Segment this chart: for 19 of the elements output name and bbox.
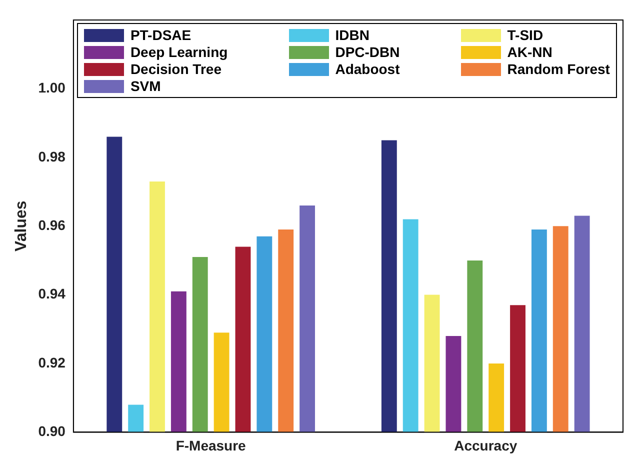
legend-label: Deep Learning	[130, 44, 228, 60]
y-tick-label: 0.94	[38, 286, 66, 302]
y-axis-title: Values	[13, 200, 30, 252]
legend-label: AK-NN	[507, 44, 552, 60]
y-tick-label: 0.96	[38, 216, 66, 233]
x-tick-label: Accuracy	[454, 437, 518, 454]
x-tick-label: F-Measure	[176, 437, 246, 454]
legend-label: Random Forest	[507, 61, 610, 77]
legend-label: DPC-DBN	[335, 44, 400, 60]
legend-label: PT-DSAE	[130, 27, 192, 43]
legend-label: Adaboost	[335, 61, 400, 77]
legend-label: Decision Tree	[130, 61, 222, 77]
y-tick-label: 0.98	[38, 148, 66, 164]
y-tick-label: 0.90	[38, 423, 66, 440]
y-tick-label: 0.92	[38, 354, 66, 370]
legend-label: SVM	[130, 78, 161, 94]
y-tick-label: 1.00	[38, 80, 66, 96]
legend-label: T-SID	[507, 27, 544, 43]
legend-label: IDBN	[335, 27, 370, 43]
